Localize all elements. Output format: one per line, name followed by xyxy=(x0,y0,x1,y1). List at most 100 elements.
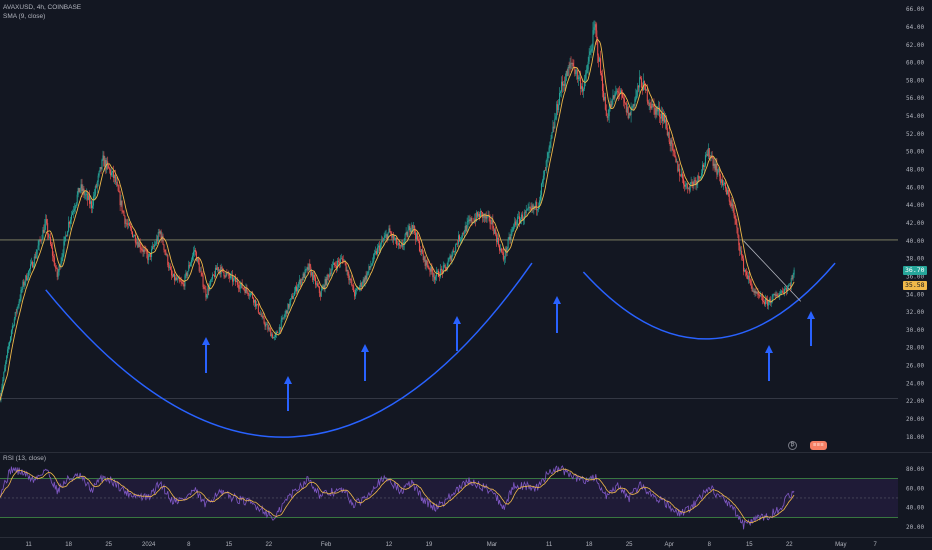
candle xyxy=(116,176,118,187)
candle-body xyxy=(167,254,169,265)
candle-body xyxy=(172,273,174,277)
candle-body xyxy=(259,314,261,315)
candle-body xyxy=(476,212,478,222)
candle-body xyxy=(49,237,51,238)
candle-body xyxy=(740,250,742,252)
candle-body xyxy=(138,242,140,247)
candle-body xyxy=(788,284,790,286)
arrow-up-4 xyxy=(453,316,461,351)
arrow-up-1 xyxy=(202,337,210,373)
currency-button[interactable]: ₿ xyxy=(788,441,797,450)
candle xyxy=(200,266,202,277)
candle xyxy=(759,293,761,299)
candle-body xyxy=(281,317,283,320)
candle xyxy=(558,99,560,113)
candle-body xyxy=(630,108,632,116)
time-tick-label: 18 xyxy=(65,542,72,548)
candle xyxy=(767,300,769,310)
candle xyxy=(463,229,465,238)
candle-body xyxy=(779,292,781,296)
candle xyxy=(180,276,182,287)
candle xyxy=(611,98,613,108)
candle xyxy=(206,294,208,300)
candle xyxy=(198,259,200,273)
candle-body xyxy=(793,269,795,275)
time-tick-label: 15 xyxy=(225,542,232,548)
candle-body xyxy=(65,235,67,237)
candle-body xyxy=(299,279,301,285)
candle xyxy=(622,92,624,107)
candle-body xyxy=(191,259,193,264)
candle-body xyxy=(490,223,492,225)
candle xyxy=(274,334,276,341)
candle xyxy=(627,105,629,120)
candle xyxy=(682,171,684,184)
candle xyxy=(229,273,231,283)
candle-body xyxy=(185,272,187,276)
candle xyxy=(512,226,514,232)
candle-body xyxy=(358,286,360,290)
candle-body xyxy=(390,232,392,235)
candle xyxy=(210,279,212,287)
candle xyxy=(63,236,65,258)
candle xyxy=(409,223,411,236)
candle-body xyxy=(429,268,431,272)
candle xyxy=(772,293,774,300)
candle xyxy=(94,184,96,199)
candle-body xyxy=(581,86,583,89)
rsi-legend[interactable]: RSI (13, close) xyxy=(3,455,46,462)
candle-body xyxy=(193,250,195,252)
candle xyxy=(528,201,530,214)
candle-body xyxy=(275,334,277,337)
arrow-head xyxy=(553,296,561,304)
candle-body xyxy=(322,285,324,289)
candle-body xyxy=(595,24,597,31)
candle xyxy=(61,253,63,264)
candle xyxy=(36,249,38,259)
price-tick-label: 54.00 xyxy=(906,113,924,120)
candle-body xyxy=(645,89,647,91)
candle xyxy=(743,255,745,276)
price-tick-label: 52.00 xyxy=(906,131,924,138)
candle xyxy=(634,96,636,109)
candle-body xyxy=(558,104,560,111)
candle xyxy=(7,346,9,359)
candle-body xyxy=(366,273,368,280)
candle xyxy=(465,224,467,233)
candle xyxy=(362,276,364,286)
candle-body xyxy=(87,193,89,200)
candle-body xyxy=(475,218,477,222)
candle xyxy=(401,239,403,250)
candle xyxy=(154,241,156,247)
candle xyxy=(318,286,320,298)
candle-body xyxy=(152,246,154,250)
candle-body xyxy=(504,249,506,259)
candle xyxy=(315,274,317,289)
candle xyxy=(275,331,277,340)
candle xyxy=(487,210,489,218)
candle-body xyxy=(684,184,686,187)
candle-body xyxy=(257,304,259,313)
time-tick-label: 19 xyxy=(426,542,433,548)
candle xyxy=(142,245,144,257)
candle xyxy=(766,295,768,310)
candle-body xyxy=(118,190,120,193)
arrow-up-2 xyxy=(284,376,292,411)
candle xyxy=(590,44,592,59)
candle-body xyxy=(716,163,718,175)
candle xyxy=(315,281,317,288)
candle-body xyxy=(332,264,334,269)
candle-body xyxy=(100,167,102,170)
symbol-label[interactable]: AVAXUSD, 4h, COINBASE xyxy=(3,4,82,11)
candle xyxy=(624,102,626,105)
candle-body xyxy=(296,287,298,292)
events-badge-button[interactable]: ≡≡≡ xyxy=(810,441,828,450)
candle-body xyxy=(19,298,21,302)
candle-body xyxy=(676,161,678,162)
candle-body xyxy=(566,71,568,77)
candle xyxy=(14,311,16,321)
sma-legend[interactable]: SMA (9, close) xyxy=(3,13,46,20)
candle xyxy=(389,224,391,233)
candle-body xyxy=(674,151,676,158)
